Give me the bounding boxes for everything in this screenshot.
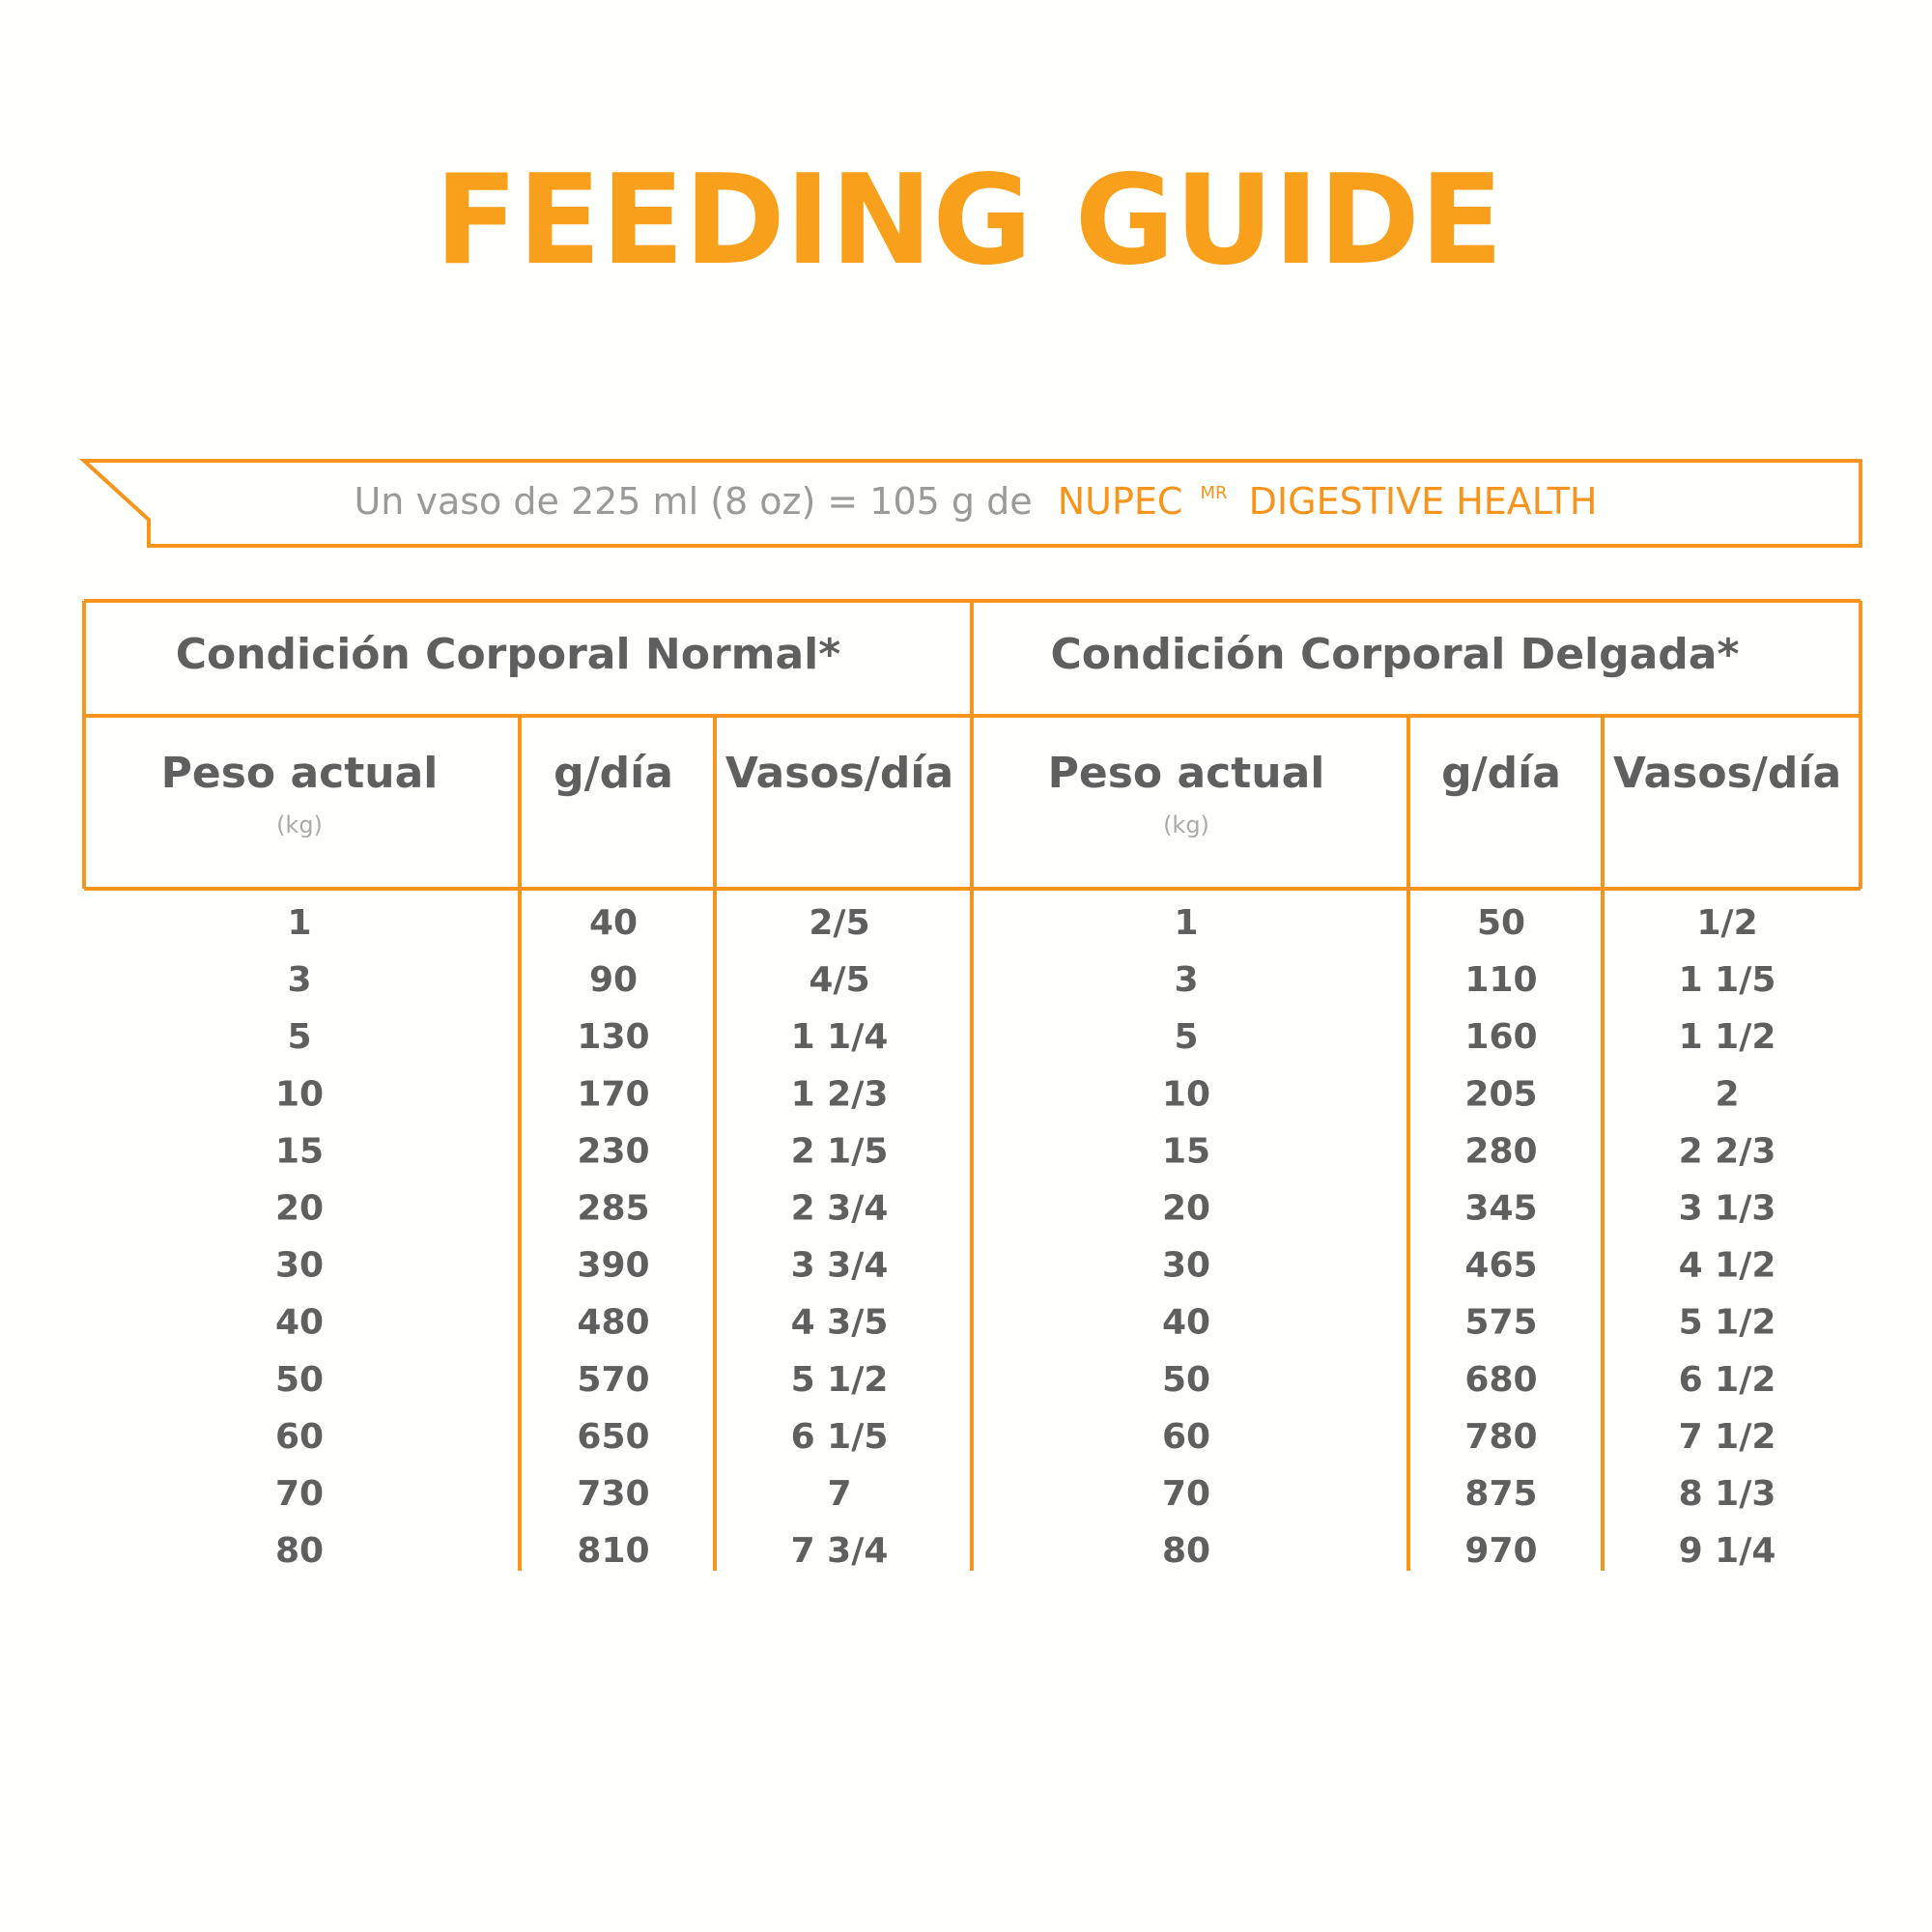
- cell: 70: [1162, 1474, 1210, 1514]
- cell: 6 1/2: [1679, 1360, 1776, 1400]
- cell: 7: [827, 1474, 851, 1514]
- cell: 285: [577, 1189, 649, 1229]
- cell: 50: [1162, 1360, 1210, 1400]
- cell: 5 1/2: [791, 1360, 889, 1400]
- cell: 2 2/3: [1679, 1131, 1776, 1171]
- cell: 4 1/2: [1679, 1246, 1776, 1286]
- cell: 8 1/3: [1679, 1474, 1776, 1514]
- cell: 780: [1464, 1417, 1537, 1457]
- cell: 390: [577, 1246, 649, 1286]
- cell: 80: [275, 1531, 324, 1571]
- brand: NUPEC: [1058, 480, 1183, 523]
- cell: 970: [1464, 1531, 1537, 1571]
- cell: 160: [1464, 1017, 1537, 1057]
- cell: 5: [1174, 1017, 1198, 1057]
- cell: 60: [275, 1417, 324, 1457]
- cell: 205: [1464, 1074, 1537, 1114]
- cell: 3: [287, 960, 311, 1000]
- cell: 3 3/4: [791, 1246, 889, 1286]
- cell: 20: [275, 1189, 324, 1229]
- cell: 50: [275, 1360, 324, 1400]
- cell: 2/5: [809, 903, 869, 943]
- column-header: Vasos/día: [725, 749, 953, 798]
- banner: Un vaso de 225 ml (8 oz) = 105 g de NUPE…: [354, 470, 1597, 523]
- cell: 1: [1174, 903, 1198, 943]
- cell: 70: [275, 1474, 324, 1514]
- cell: 4/5: [809, 960, 869, 1000]
- cell: 1/2: [1696, 903, 1757, 943]
- cell: 810: [577, 1531, 649, 1571]
- cell: 20: [1162, 1189, 1210, 1229]
- banner-frame: [78, 459, 1862, 548]
- cell: 15: [1162, 1131, 1210, 1171]
- cell: 2 1/5: [791, 1131, 889, 1171]
- cell: 1: [287, 903, 311, 943]
- column-unit: (kg): [276, 811, 323, 838]
- cell: 1 2/3: [791, 1074, 889, 1114]
- cell: 5: [287, 1017, 311, 1057]
- cell: 1 1/2: [1679, 1017, 1776, 1057]
- cell: 650: [577, 1417, 649, 1457]
- cell: 3 1/3: [1679, 1189, 1776, 1229]
- cell: 570: [577, 1360, 649, 1400]
- cell: 280: [1464, 1131, 1537, 1171]
- cell: 40: [275, 1303, 324, 1343]
- cell: 2: [1715, 1074, 1739, 1114]
- group-title: Condición Corporal Delgada*: [1050, 630, 1739, 679]
- cell: 90: [589, 960, 638, 1000]
- cell: 15: [275, 1131, 324, 1171]
- cell: 110: [1464, 960, 1537, 1000]
- column-header: Vasos/día: [1613, 749, 1841, 798]
- cell: 575: [1464, 1303, 1537, 1343]
- column-header: g/día: [1441, 749, 1561, 798]
- cell: 10: [275, 1074, 324, 1114]
- cell: 875: [1464, 1474, 1537, 1514]
- cell: 60: [1162, 1417, 1210, 1457]
- banner-text: Un vaso de 225 ml (8 oz) = 105 g de: [354, 480, 1032, 523]
- title: FEEDING GUIDE: [435, 149, 1503, 293]
- cell: 30: [275, 1246, 324, 1286]
- column-header: Peso actual: [161, 749, 439, 798]
- cell: 10: [1162, 1074, 1210, 1114]
- cell: 30: [1162, 1246, 1210, 1286]
- brand-mark: MR: [1201, 483, 1228, 503]
- cell: 5 1/2: [1679, 1303, 1776, 1343]
- column-header: Peso actual: [1048, 749, 1325, 798]
- column-header: g/día: [554, 749, 673, 798]
- cell: 7 1/2: [1679, 1417, 1776, 1457]
- table: Condición Corporal Normal* Peso actual (kg…: [82, 599, 1862, 1571]
- cell: 1 1/5: [1679, 960, 1776, 1000]
- product: DIGESTIVE HEALTH: [1249, 480, 1598, 523]
- cell: 480: [577, 1303, 649, 1343]
- cell: 345: [1464, 1189, 1537, 1229]
- cell: 3: [1174, 960, 1198, 1000]
- cell: 2 3/4: [791, 1189, 889, 1229]
- cell: 9 1/4: [1679, 1531, 1776, 1571]
- cell: 680: [1464, 1360, 1537, 1400]
- cell: 50: [1477, 903, 1525, 943]
- cell: 465: [1464, 1246, 1537, 1286]
- cell: 80: [1162, 1531, 1210, 1571]
- cell: 40: [589, 903, 638, 943]
- cell: 6 1/5: [791, 1417, 889, 1457]
- cell: 40: [1162, 1303, 1210, 1343]
- cell: 230: [577, 1131, 649, 1171]
- group-title: Condición Corporal Normal*: [176, 630, 841, 679]
- column-unit: (kg): [1163, 811, 1209, 838]
- cell: 130: [577, 1017, 649, 1057]
- cell: 4 3/5: [791, 1303, 889, 1343]
- cell: 170: [577, 1074, 649, 1114]
- cell: 7 3/4: [791, 1531, 889, 1571]
- cell: 730: [577, 1474, 649, 1514]
- cell: 1 1/4: [791, 1017, 889, 1057]
